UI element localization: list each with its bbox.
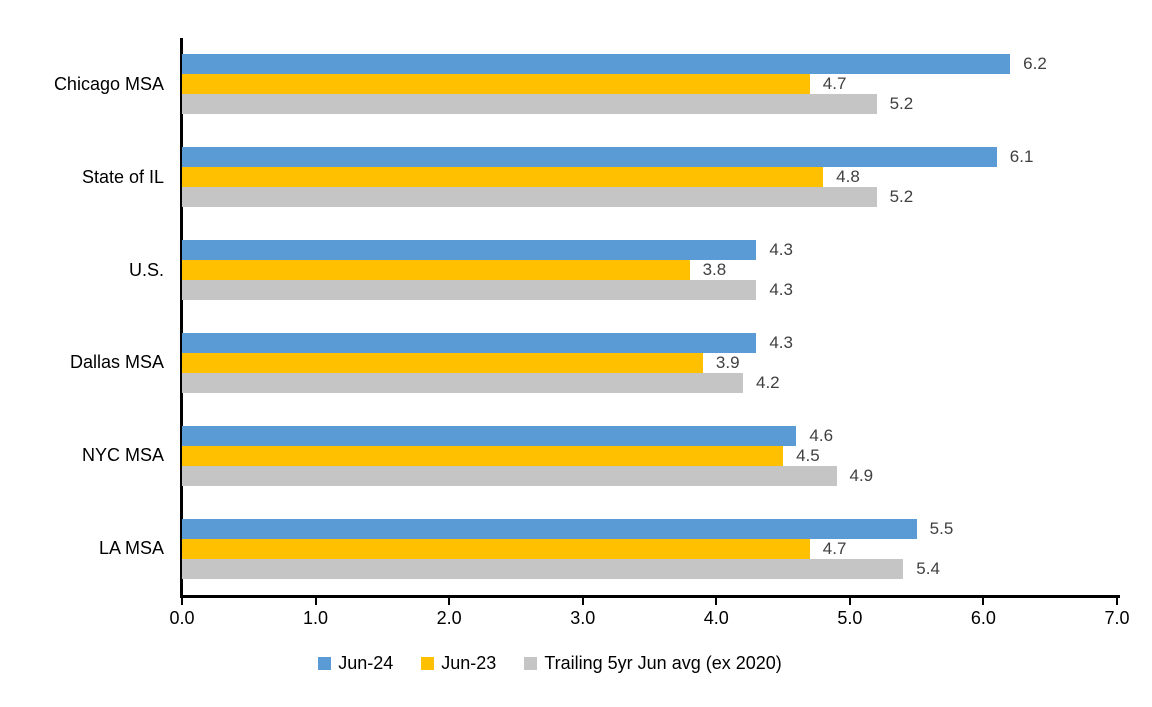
data-label-dallas-msa-jun-24: 4.3 xyxy=(769,332,793,352)
x-tick-label: 4.0 xyxy=(703,608,729,628)
x-tick-mark xyxy=(314,598,317,605)
x-tick-label: 5.0 xyxy=(837,608,863,628)
legend: Jun-24 Jun-23 Trailing 5yr Jun avg (ex 202… xyxy=(0,652,1100,674)
x-axis-line xyxy=(180,595,1120,598)
data-label-u-s-jun-24: 4.3 xyxy=(769,240,793,260)
bar-u-s-jun-23 xyxy=(182,260,690,281)
category-label-chicago-msa: Chicago MSA xyxy=(53,73,164,94)
x-tick-mark xyxy=(181,598,183,605)
data-label-u-s-trailing-5yr-jun-avg-ex-2020: 4.3 xyxy=(769,280,793,300)
bar-chicago-msa-jun-23 xyxy=(182,74,810,95)
data-label-dallas-msa-jun-23: 3.9 xyxy=(715,352,740,372)
category-label-state-of-il: State of IL xyxy=(81,166,164,187)
legend-label: Trailing 5yr Jun avg (ex 2020) xyxy=(544,652,782,673)
category-label-dallas-msa: Dallas MSA xyxy=(69,352,164,373)
x-tick-label: 2.0 xyxy=(436,608,462,628)
x-tick-mark xyxy=(1116,598,1118,605)
data-label-state-of-il-jun-23: 4.8 xyxy=(836,167,860,187)
bar-u-s-jun-24 xyxy=(182,240,757,261)
data-label-u-s-jun-23: 3.8 xyxy=(702,260,727,280)
bar-la-msa-jun-23 xyxy=(182,538,810,559)
x-tick-mark xyxy=(848,598,851,605)
legend-item-trailing-5yr-jun-avg-ex-2020: Trailing 5yr Jun avg (ex 2020) xyxy=(524,652,782,674)
x-tick-mark xyxy=(448,598,451,605)
category-label-u-s: U.S. xyxy=(128,259,164,280)
x-tick-label: 7.0 xyxy=(1104,608,1130,628)
bar-dallas-msa-trailing-5yr-jun-avg-ex-2020 xyxy=(182,372,743,393)
data-label-nyc-msa-jun-23: 4.5 xyxy=(796,445,820,465)
data-label-chicago-msa-jun-23: 4.7 xyxy=(822,74,847,94)
data-label-nyc-msa-jun-24: 4.6 xyxy=(809,425,834,445)
legend-label: Jun-24 xyxy=(338,652,394,673)
category-label-nyc-msa: NYC MSA xyxy=(81,445,164,466)
x-tick-mark xyxy=(581,598,584,605)
data-label-nyc-msa-trailing-5yr-jun-avg-ex-2020: 4.9 xyxy=(849,465,874,485)
bar-state-of-il-jun-24 xyxy=(182,147,997,168)
bar-la-msa-trailing-5yr-jun-avg-ex-2020 xyxy=(182,558,904,579)
x-tick-mark xyxy=(715,598,718,605)
bar-nyc-msa-trailing-5yr-jun-avg-ex-2020 xyxy=(182,465,837,486)
legend-swatch-icon xyxy=(421,656,435,670)
data-label-chicago-msa-trailing-5yr-jun-avg-ex-2020: 5.2 xyxy=(889,94,914,114)
bar-nyc-msa-jun-24 xyxy=(182,425,797,446)
y-axis-line xyxy=(180,38,183,598)
x-tick-mark xyxy=(982,598,985,605)
legend-label: Jun-23 xyxy=(441,652,497,673)
bar-state-of-il-jun-23 xyxy=(182,167,824,188)
legend-swatch-icon xyxy=(318,656,332,670)
bar-state-of-il-trailing-5yr-jun-avg-ex-2020 xyxy=(182,187,877,208)
legend-swatch-icon xyxy=(524,656,538,670)
x-tick-label: 0.0 xyxy=(169,608,195,628)
bar-u-s-trailing-5yr-jun-avg-ex-2020 xyxy=(182,280,757,301)
data-label-chicago-msa-jun-24: 6.2 xyxy=(1023,54,1047,74)
legend-item-jun-24: Jun-24 xyxy=(318,653,393,674)
x-tick-label: 6.0 xyxy=(970,608,996,628)
legend-item-jun-23: Jun-23 xyxy=(421,653,496,674)
bar-chicago-msa-jun-24 xyxy=(182,54,1011,75)
data-label-state-of-il-trailing-5yr-jun-avg-ex-2020: 5.2 xyxy=(889,187,914,207)
data-label-la-msa-trailing-5yr-jun-avg-ex-2020: 5.4 xyxy=(916,558,940,578)
bar-dallas-msa-jun-23 xyxy=(182,352,703,373)
data-label-la-msa-jun-24: 5.5 xyxy=(929,518,954,538)
bar-nyc-msa-jun-23 xyxy=(182,445,784,466)
data-label-dallas-msa-trailing-5yr-jun-avg-ex-2020: 4.2 xyxy=(756,372,780,392)
x-tick-label: 3.0 xyxy=(570,608,596,628)
bar-chicago-msa-trailing-5yr-jun-avg-ex-2020 xyxy=(182,94,877,115)
category-label-la-msa: LA MSA xyxy=(98,538,164,559)
bar-dallas-msa-jun-24 xyxy=(182,332,757,353)
data-label-la-msa-jun-23: 4.7 xyxy=(822,538,847,558)
data-label-state-of-il-jun-24: 6.1 xyxy=(1009,147,1034,167)
x-tick-label: 1.0 xyxy=(303,608,329,628)
bar-la-msa-jun-24 xyxy=(182,518,917,539)
